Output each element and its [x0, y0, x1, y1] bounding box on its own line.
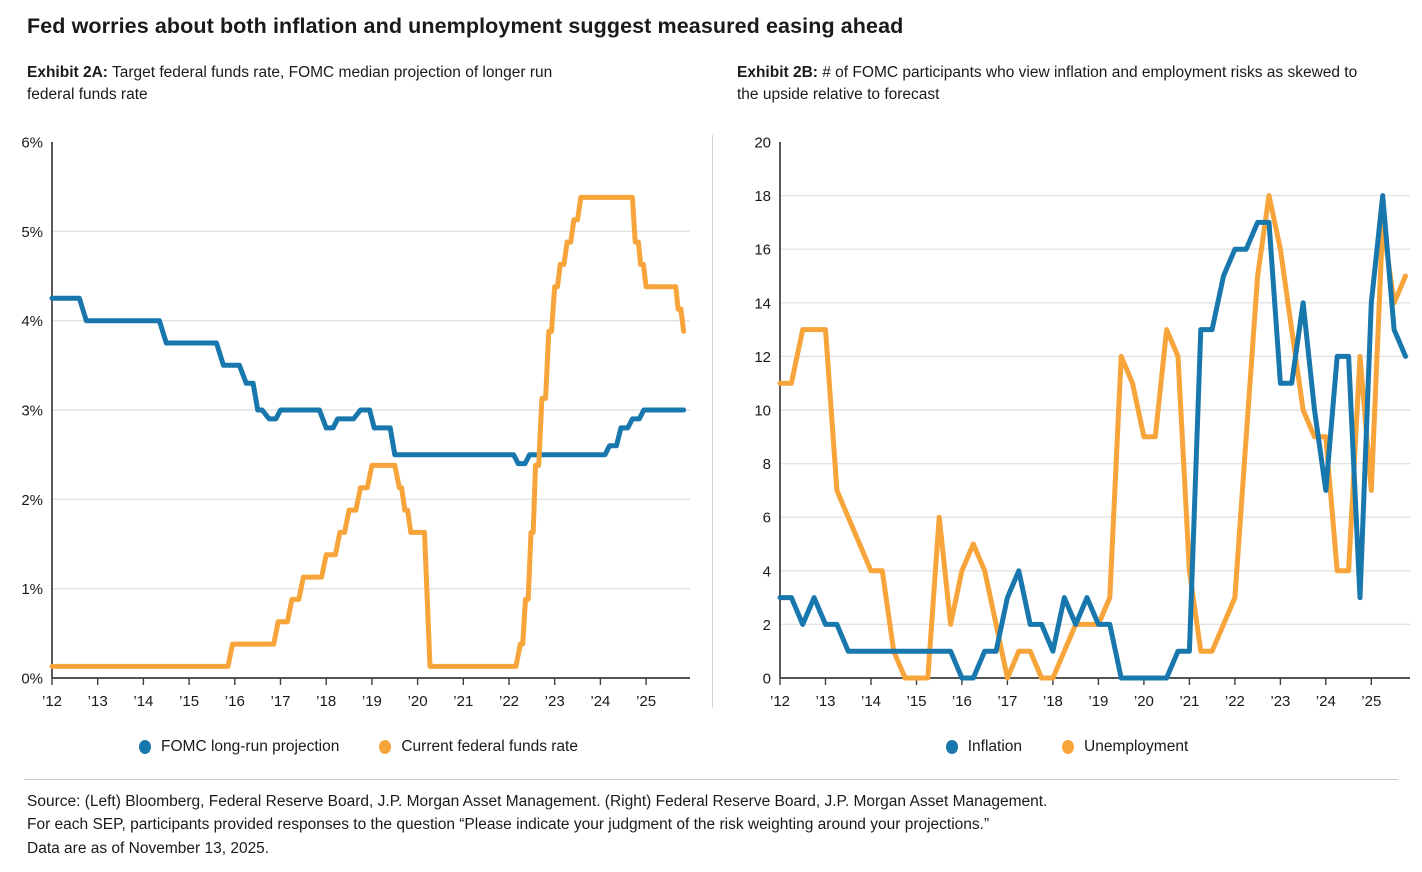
- exhibit-2b-chart: 0 2 4 6 8 10 12 14 16 18 20 ’12 ’13 ’14 ’15 ’16 ’17 ’18 ’1…: [754, 135, 1410, 710]
- x-tick-label: ’25: [1361, 693, 1381, 710]
- x-tick-label: ’24: [1316, 693, 1336, 710]
- x-tick-label: ’19: [362, 693, 382, 710]
- exhibit-2a-header: Exhibit 2A: Target federal funds rate, F…: [27, 62, 592, 107]
- legend-item-fed-funds: Current federal funds rate: [379, 738, 578, 756]
- exhibit-2b-label: Exhibit 2B:: [737, 64, 818, 81]
- legend-item-inflation: Inflation: [945, 738, 1023, 756]
- x-tick-label: ’23: [545, 693, 565, 710]
- exhibit-2b-subtitle: # of FOMC participants who view inflatio…: [737, 64, 1358, 104]
- x-tick-label: ’17: [270, 693, 290, 710]
- y-tick-label: 6%: [21, 135, 43, 152]
- y-tick-label: 5%: [21, 224, 43, 241]
- fomc-longrun-legend-dot-icon: [139, 740, 152, 754]
- x-tick-label: ’12: [770, 693, 790, 710]
- legend-item-unemployment: Unemployment: [1062, 738, 1188, 756]
- y-tick-label: 4%: [21, 313, 43, 330]
- y-tick-label: 8: [763, 456, 771, 473]
- y-tick-label: 14: [754, 295, 771, 312]
- x-tick-label: ’16: [952, 693, 972, 710]
- legend-item-fomc-longrun: FOMC long-run projection: [139, 738, 339, 756]
- series-line-unemployment: [777, 193, 1408, 681]
- series-line-inflation: [777, 193, 1408, 681]
- legend-label-fed-funds: Current federal funds rate: [401, 738, 578, 755]
- left-chart-legend: FOMC long-run projection Current federal…: [27, 738, 690, 756]
- x-tick-label: ’14: [133, 693, 153, 710]
- data-asof-line: Data are as of November 13, 2025.: [27, 839, 270, 857]
- exhibit-2a-subtitle: Target federal funds rate, FOMC median p…: [27, 64, 553, 104]
- y-tick-label: 0: [763, 671, 771, 688]
- x-tick-label: ’24: [590, 693, 610, 710]
- y-tick-label: 6: [763, 510, 771, 527]
- x-tick-label: ’21: [453, 693, 473, 710]
- series-line-fomc-longrun: [49, 295, 687, 467]
- x-tick-label: ’18: [316, 693, 336, 710]
- y-tick-label: 1%: [21, 581, 43, 598]
- fed-funds-legend-dot-icon: [379, 740, 392, 754]
- footer-divider: [24, 779, 1398, 780]
- x-tick-label: ’20: [1134, 693, 1154, 710]
- exhibit-2a-chart: 0% 1% 2% 3% 4% 5% 6% ’12 ’13 ’14 ’15 ’16 ’17 ’18 ’19 ’2…: [21, 135, 690, 710]
- y-tick-label: 3%: [21, 403, 43, 420]
- series-line-fed-funds: [49, 194, 687, 669]
- source-line: Source: (Left) Bloomberg, Federal Reserv…: [27, 793, 1048, 810]
- x-tick-label: ’22: [1225, 693, 1245, 710]
- legend-label-fomc-longrun: FOMC long-run projection: [161, 738, 340, 755]
- x-tick-label: ’15: [906, 693, 926, 710]
- x-tick-label: ’18: [1043, 693, 1063, 710]
- y-tick-label: 4: [763, 563, 771, 580]
- exhibit-divider: [712, 135, 713, 708]
- x-tick-label: ’25: [636, 693, 656, 710]
- right-chart-legend: Inflation Unemployment: [737, 738, 1397, 756]
- x-tick-label: ’13: [815, 693, 835, 710]
- x-tick-label: ’14: [861, 693, 881, 710]
- source-footnote: Source: (Left) Bloomberg, Federal Reserv…: [27, 790, 1407, 860]
- exhibit-2b-header: Exhibit 2B: # of FOMC participants who v…: [737, 62, 1377, 107]
- y-tick-label: 12: [754, 349, 771, 366]
- legend-label-inflation: Inflation: [967, 738, 1023, 755]
- y-tick-label: 2%: [21, 492, 43, 509]
- x-tick-label: ’20: [408, 693, 428, 710]
- y-tick-label: 2: [763, 617, 771, 634]
- x-tick-label: ’21: [1179, 693, 1199, 710]
- sep-question-line: For each SEP, participants provided resp…: [27, 816, 990, 834]
- legend-label-unemployment: Unemployment: [1084, 738, 1189, 755]
- y-tick-label: 0%: [21, 671, 43, 688]
- y-tick-label: 20: [754, 135, 771, 152]
- exhibit-2a-label: Exhibit 2A:: [27, 64, 108, 81]
- x-tick-label: ’13: [88, 693, 108, 710]
- x-tick-label: ’22: [499, 693, 519, 710]
- inflation-legend-dot-icon: [945, 740, 958, 754]
- unemployment-legend-dot-icon: [1062, 740, 1075, 754]
- y-tick-label: 18: [754, 188, 771, 205]
- y-tick-label: 16: [754, 242, 771, 259]
- x-tick-label: ’12: [42, 693, 62, 710]
- y-tick-label: 10: [754, 403, 771, 420]
- x-tick-label: ’15: [179, 693, 199, 710]
- x-tick-label: ’17: [997, 693, 1017, 710]
- page-title: Fed worries about both inflation and une…: [27, 14, 904, 38]
- x-tick-label: ’16: [225, 693, 245, 710]
- x-tick-label: ’19: [1088, 693, 1108, 710]
- x-tick-label: ’23: [1270, 693, 1290, 710]
